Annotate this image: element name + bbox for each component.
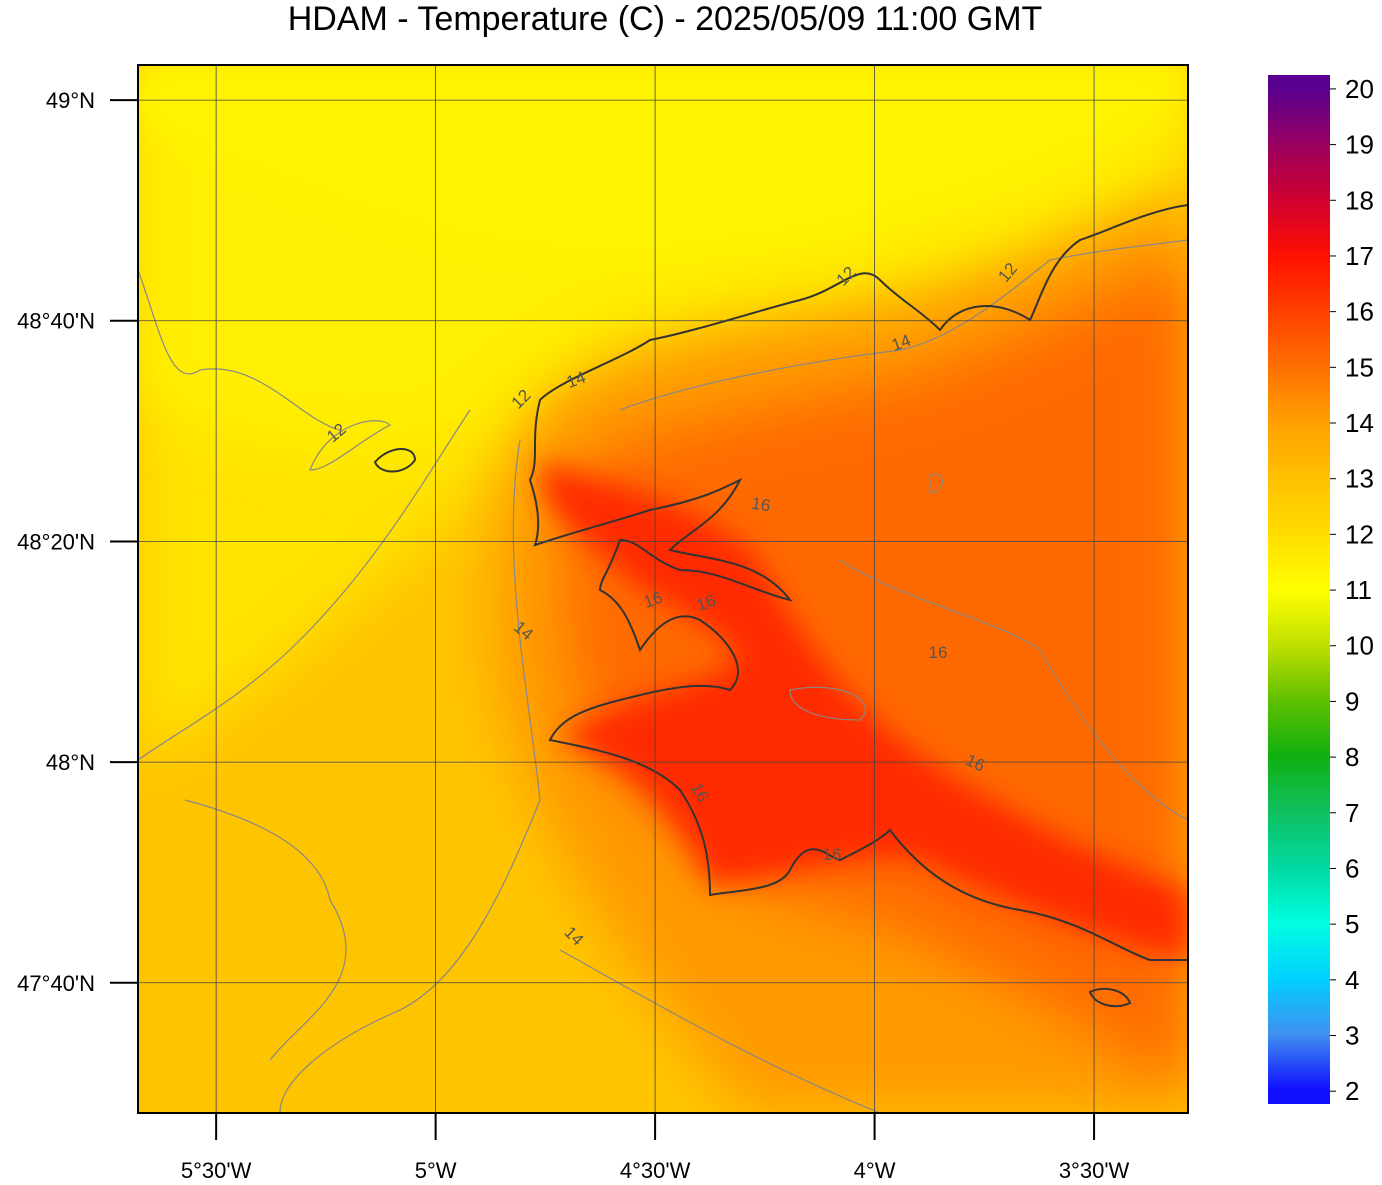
graticule: 49°N 48°40'N 48°20'N 48°N 47°40'N 5°30'W 5°W 4°… <box>17 65 1188 1183</box>
lat-tick-label: 48°40'N <box>17 309 95 334</box>
colorbar-tick-label: 12 <box>1345 519 1374 549</box>
contour-label: 16 <box>750 494 772 516</box>
lat-tick-label: 47°40'N <box>17 971 95 996</box>
lon-tick-label: 3°30'W <box>1059 1158 1130 1180</box>
colorbar-tick-label: 4 <box>1345 965 1359 995</box>
colorbar-tick-label: 13 <box>1345 464 1374 494</box>
colorbar-tick-label: 10 <box>1345 631 1374 661</box>
colorbar-tick-label: 17 <box>1345 241 1374 271</box>
lat-tick-label: 49°N <box>46 88 95 113</box>
title: HDAM - Temperature (C) - 2025/05/09 11:0… <box>288 0 1043 38</box>
colorbar-tick-label: 20 <box>1345 74 1374 104</box>
colorbar-tick-label: 3 <box>1345 1021 1359 1051</box>
colorbar-tick-label: 2 <box>1345 1076 1359 1106</box>
colorbar-tick-label: 14 <box>1345 408 1374 438</box>
lon-tick-label: 4°30'W <box>620 1158 691 1180</box>
colorbar-tick-label: 16 <box>1345 297 1374 327</box>
colorbar-tick-label: 7 <box>1345 798 1359 828</box>
coastline <box>373 204 1188 1008</box>
lon-tick-label: 4°W <box>854 1158 896 1180</box>
colorbar-tick-label: 9 <box>1345 686 1359 716</box>
colorbar-tick-label: 11 <box>1345 575 1372 605</box>
lat-tick-label: 48°20'N <box>17 529 95 554</box>
lon-tick-label: 5°30'W <box>181 1158 252 1180</box>
plot-frame <box>137 64 1189 1114</box>
colorbar-tick-label: 15 <box>1345 352 1374 382</box>
colorbar-tick-label: 19 <box>1345 130 1374 160</box>
colorbar-tick-label: 8 <box>1345 742 1359 772</box>
lat-tick-label: 48°N <box>46 750 95 775</box>
contour-label: 16 <box>823 845 842 864</box>
colorbar <box>1268 75 1330 1104</box>
colorbar-ticks: 2 3 4 5 6 7 8 9 10 11 12 13 14 15 16 17 18 19 20 <box>1330 74 1374 1106</box>
lon-tick-label: 5°W <box>415 1158 457 1180</box>
colorbar-tick-label: 5 <box>1345 909 1359 939</box>
colorbar-tick-label: 18 <box>1345 185 1374 215</box>
contour-label: 16 <box>929 643 948 662</box>
temperature-field <box>138 65 1188 1113</box>
colorbar-tick-label: 6 <box>1345 853 1359 883</box>
